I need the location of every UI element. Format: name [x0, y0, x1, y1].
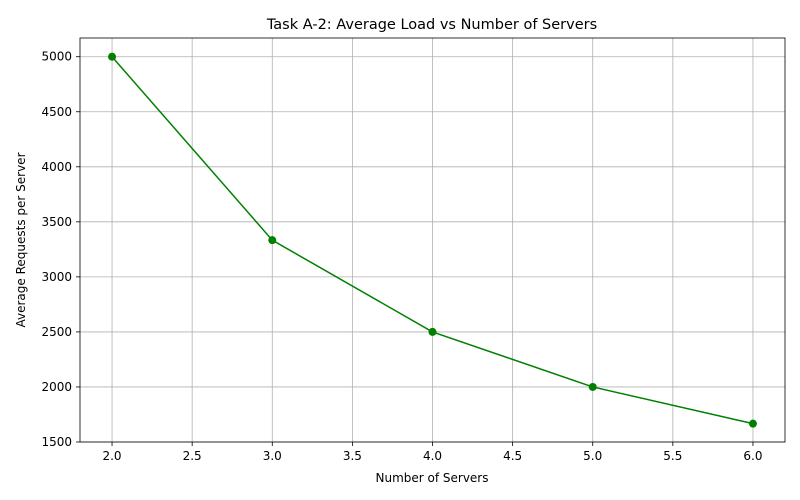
y-axis: 1500 2000 2500 3000 3500 4000 4500 5000	[41, 50, 80, 449]
data-point	[428, 327, 437, 336]
data-point	[588, 382, 597, 391]
x-axis: 2.0 2.5 3.0 3.5 4.0 4.5 5.0 5.5 6.0	[102, 442, 763, 463]
x-tick-label: 6.0	[743, 449, 762, 463]
data-point	[748, 419, 757, 428]
y-tick-label: 2500	[41, 325, 72, 339]
y-tick-label: 1500	[41, 435, 72, 449]
x-tick-label: 5.0	[583, 449, 602, 463]
x-tick-label: 2.0	[102, 449, 121, 463]
data-point	[268, 236, 277, 245]
y-tick-label: 3500	[41, 215, 72, 229]
x-tick-label: 2.5	[183, 449, 202, 463]
x-tick-label: 4.5	[503, 449, 522, 463]
series	[108, 52, 757, 428]
y-tick-label: 5000	[41, 50, 72, 64]
x-tick-label: 3.0	[263, 449, 282, 463]
chart-title: Task A-2: Average Load vs Number of Serv…	[266, 17, 597, 33]
y-tick-label: 4000	[41, 160, 72, 174]
x-axis-label: Number of Servers	[375, 471, 488, 485]
y-tick-label: 2000	[41, 380, 72, 394]
y-tick-label: 3000	[41, 270, 72, 284]
grid	[80, 38, 785, 443]
y-axis-label: Average Requests per Server	[14, 152, 28, 327]
x-tick-label: 5.5	[663, 449, 682, 463]
x-tick-label: 3.5	[343, 449, 362, 463]
data-point	[108, 52, 117, 61]
y-tick-label: 4500	[41, 105, 72, 119]
x-tick-label: 4.0	[423, 449, 442, 463]
